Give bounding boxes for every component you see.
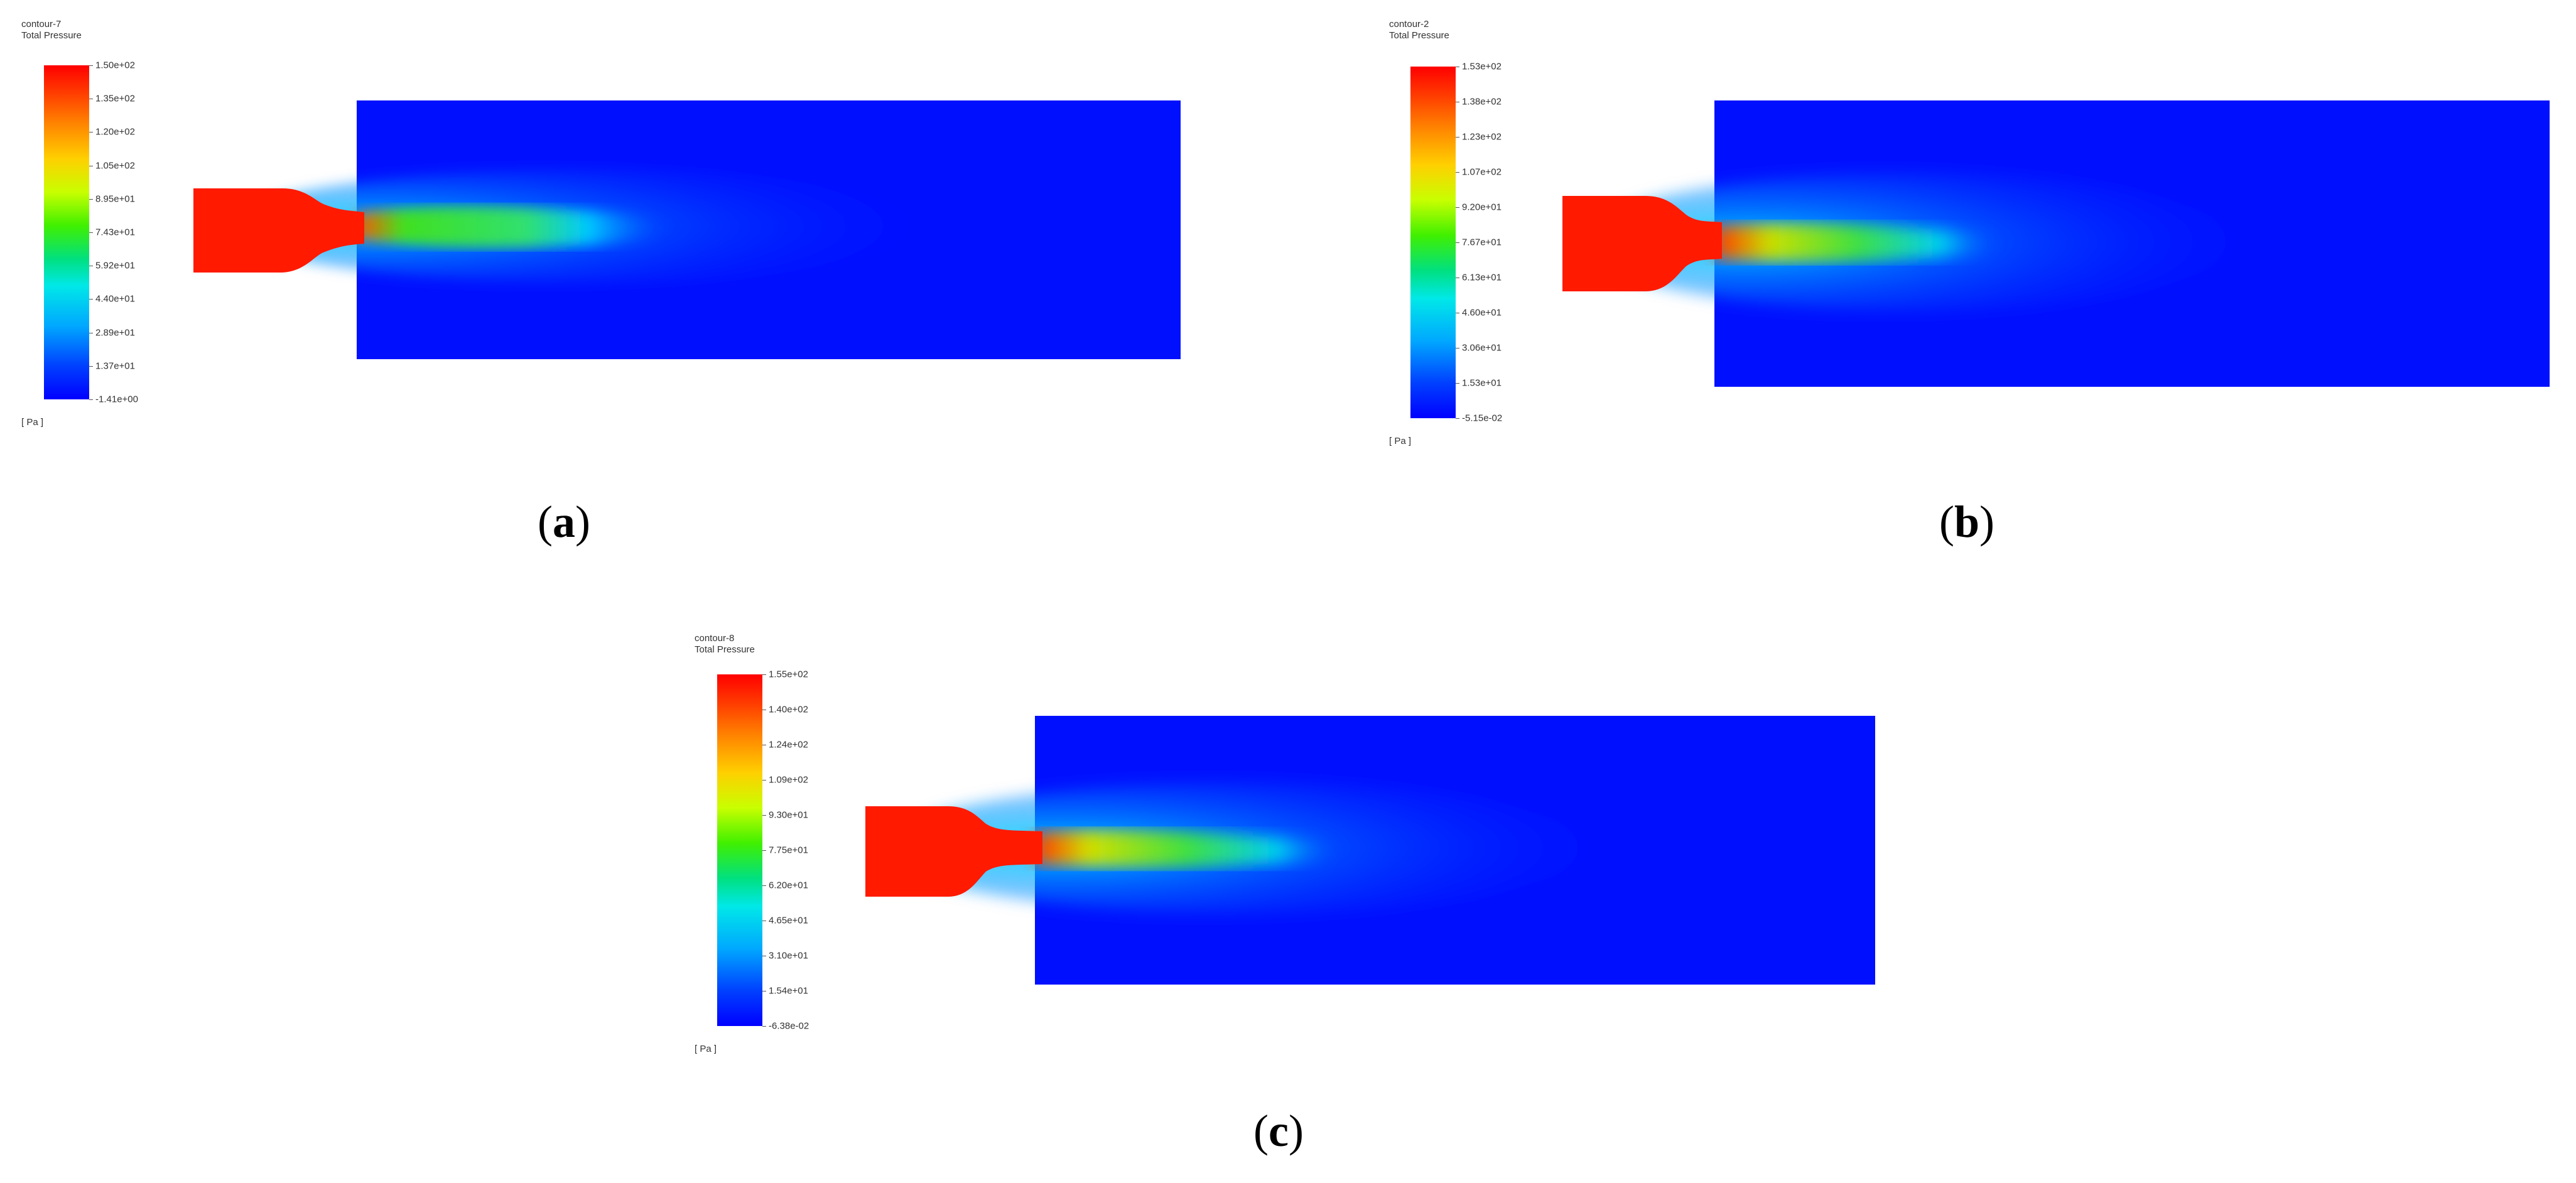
colorbar-tick <box>762 1026 766 1027</box>
colorbar-tick-label: 1.55e+02 <box>769 669 808 680</box>
colorbar-tick-label: 1.05e+02 <box>95 160 135 171</box>
colorbar-b <box>1410 67 1456 418</box>
colorbar-tick <box>762 674 766 675</box>
colorbar-tick <box>1456 418 1459 419</box>
contour-plot-a <box>193 100 1181 359</box>
colorbar-tick-label: 1.24e+02 <box>769 739 808 750</box>
contour-name-c: contour-8 <box>695 633 735 644</box>
colorbar-tick-label: -1.41e+00 <box>95 394 138 405</box>
colorbar-tick <box>762 815 766 816</box>
colorbar-tick-label: 9.20e+01 <box>1462 202 1502 213</box>
colorbar-tick <box>1456 137 1459 138</box>
colorbar-tick <box>762 850 766 851</box>
unit-label-b: [ Pa ] <box>1389 436 1412 446</box>
colorbar-tick-label: 3.06e+01 <box>1462 342 1502 354</box>
colorbar-tick-label: 1.23e+02 <box>1462 131 1502 143</box>
colorbar-tick-label: 5.92e+01 <box>95 260 135 271</box>
nozzle-a <box>193 188 364 273</box>
colorbar-tick-label: 6.13e+01 <box>1462 272 1502 283</box>
colorbar-tick-label: 6.20e+01 <box>769 880 808 891</box>
colorbar-tick <box>762 780 766 781</box>
colorbar-tick-label: -5.15e-02 <box>1462 413 1503 424</box>
colorbar-tick <box>1456 172 1459 173</box>
colorbar-tick <box>89 299 93 300</box>
colorbar-tick-label: 7.43e+01 <box>95 227 135 238</box>
colorbar-tick <box>89 365 93 367</box>
variable-label-a: Total Pressure <box>21 30 82 41</box>
contour-name-b: contour-2 <box>1389 19 1429 30</box>
contour-plot-c <box>865 716 1875 985</box>
colorbar-tick-label: 7.67e+01 <box>1462 237 1502 248</box>
colorbar-tick-label: 1.20e+02 <box>95 126 135 138</box>
colorbar-tick-label: 7.75e+01 <box>769 845 808 856</box>
variable-label-c: Total Pressure <box>695 644 755 655</box>
colorbar-tick <box>89 65 93 66</box>
colorbar-c <box>717 674 762 1026</box>
contour-name-a: contour-7 <box>21 19 62 30</box>
colorbar-tick-label: 4.65e+01 <box>769 915 808 926</box>
colorbar-tick-label: 1.35e+02 <box>95 93 135 104</box>
colorbar-tick-label: 2.89e+01 <box>95 327 135 338</box>
colorbar-tick-label: 1.40e+02 <box>769 704 808 715</box>
nozzle-b <box>1562 196 1722 291</box>
nozzle-c <box>865 806 1042 897</box>
unit-label-a: [ Pa ] <box>21 417 44 428</box>
colorbar-tick-label: 1.53e+02 <box>1462 61 1502 72</box>
colorbar-tick-label: 1.07e+02 <box>1462 166 1502 178</box>
colorbar-tick <box>1456 207 1459 208</box>
colorbar-tick-label: 1.38e+02 <box>1462 96 1502 107</box>
colorbar-tick-label: 9.30e+01 <box>769 809 808 821</box>
colorbar-tick-label: 8.95e+01 <box>95 193 135 205</box>
caption-a: (a) <box>538 497 590 547</box>
unit-label-c: [ Pa ] <box>695 1044 717 1054</box>
variable-label-b: Total Pressure <box>1389 30 1449 41</box>
colorbar-tick-label: 4.40e+01 <box>95 293 135 305</box>
colorbar-tick-label: 3.10e+01 <box>769 950 808 961</box>
colorbar-tick <box>89 232 93 233</box>
colorbar-tick <box>89 198 93 200</box>
contour-plot-b <box>1562 100 2550 387</box>
colorbar-tick-label: 1.54e+01 <box>769 985 808 997</box>
colorbar-tick <box>89 399 93 400</box>
colorbar-tick-label: 1.09e+02 <box>769 774 808 786</box>
colorbar-tick-label: 1.50e+02 <box>95 60 135 71</box>
colorbar-tick <box>762 885 766 886</box>
colorbar-tick-label: -6.38e-02 <box>769 1020 809 1032</box>
colorbar-tick <box>1456 383 1459 384</box>
caption-b: (b) <box>1939 497 1995 547</box>
colorbar-tick <box>1456 242 1459 243</box>
caption-c: (c) <box>1253 1106 1304 1156</box>
colorbar-tick-label: 1.53e+01 <box>1462 377 1502 389</box>
colorbar-a <box>44 65 89 399</box>
colorbar-tick-label: 1.37e+01 <box>95 360 135 372</box>
colorbar-tick-label: 4.60e+01 <box>1462 307 1502 318</box>
